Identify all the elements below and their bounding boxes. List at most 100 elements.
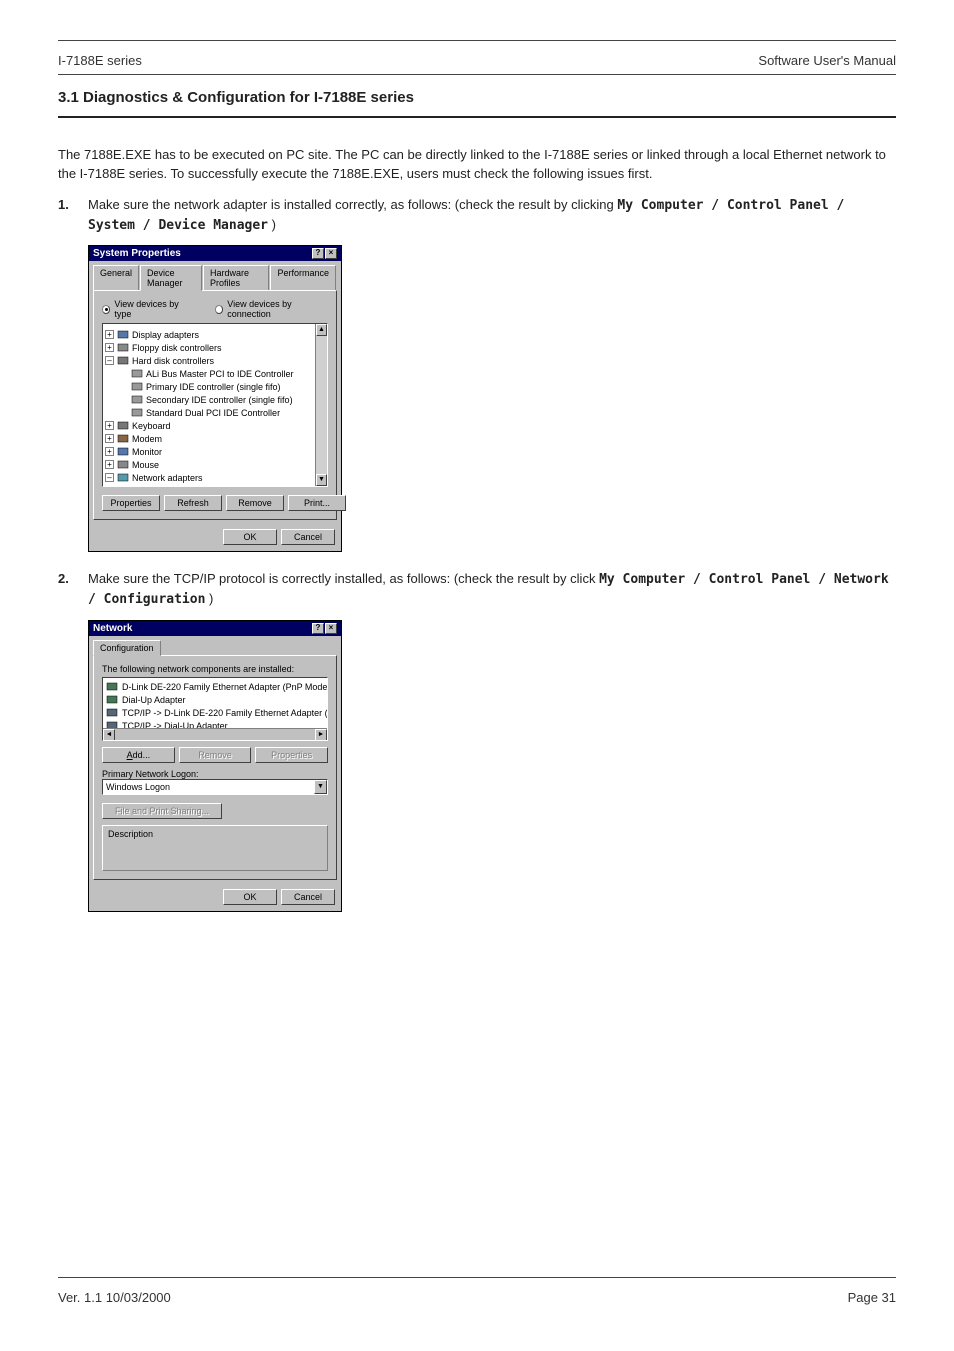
tree-label: Floppy disk controllers — [132, 343, 222, 353]
tree-row[interactable]: D-Link DE-220 Family Ethernet Adapter (P… — [105, 484, 325, 487]
tab-performance[interactable]: Performance — [270, 265, 336, 291]
refresh-button[interactable]: Refresh — [164, 495, 222, 511]
netcard-icon — [105, 694, 119, 706]
expander-icon[interactable]: – — [105, 473, 114, 482]
tree-row[interactable]: + Modem — [105, 432, 325, 445]
list-item[interactable]: TCP/IP -> D-Link DE-220 Family Ethernet … — [105, 706, 325, 719]
scroll-left-icon[interactable]: ◄ — [103, 729, 115, 741]
tab-hardware-profiles[interactable]: Hardware Profiles — [203, 265, 269, 291]
tree-label: Hard disk controllers — [132, 356, 214, 366]
scrollbar[interactable]: ▲ ▼ — [315, 324, 327, 486]
print-button[interactable]: Print... — [288, 495, 346, 511]
tab-general[interactable]: General — [93, 265, 139, 291]
step-1-num: 1. — [58, 196, 88, 236]
hscrollbar[interactable]: ◄ ► — [103, 728, 327, 740]
tree-row[interactable]: + Monitor — [105, 445, 325, 458]
radio-dot-icon — [102, 305, 110, 314]
tree-label: Modem — [132, 434, 162, 444]
step-1-text-c: ) — [272, 217, 276, 232]
tree-label: Mouse — [132, 460, 159, 470]
network-panel: The following network components are ins… — [93, 655, 337, 880]
tab-device-manager[interactable]: Device Manager — [140, 265, 202, 291]
remove-button[interactable]: Remove — [226, 495, 284, 511]
tree-row[interactable]: +Keyboard — [105, 419, 325, 432]
tree-label: Display adapters — [132, 330, 199, 340]
list-item-label: D-Link DE-220 Family Ethernet Adapter (P… — [122, 682, 328, 692]
tree-row[interactable]: –Network adapters — [105, 471, 325, 484]
tab-configuration[interactable]: Configuration — [93, 640, 161, 656]
expander-icon[interactable]: + — [105, 434, 114, 443]
radio-dot-icon — [215, 305, 223, 314]
radio-by-type[interactable]: View devices by type — [102, 299, 191, 319]
tree-row[interactable]: Secondary IDE controller (single fifo) — [105, 393, 325, 406]
list-item-label: Dial-Up Adapter — [122, 695, 186, 705]
expander-icon[interactable]: + — [105, 330, 114, 339]
header-right: Software User's Manual — [758, 53, 896, 68]
device-tree[interactable]: + Display adapters + Floppy disk controller… — [102, 323, 328, 487]
sysprops-title: System Properties — [93, 248, 181, 259]
network-title: Network — [93, 623, 132, 634]
scroll-down-icon[interactable]: ▼ — [316, 474, 327, 486]
list-item-label: TCP/IP -> D-Link DE-220 Family Ethernet … — [122, 708, 328, 718]
tree-row[interactable]: Standard Dual PCI IDE Controller — [105, 406, 325, 419]
proto-icon — [105, 707, 119, 719]
help-icon[interactable]: ? — [312, 248, 324, 259]
components-listbox[interactable]: D-Link DE-220 Family Ethernet Adapter (P… — [102, 677, 328, 741]
tree-label: D-Link DE-220 Family Ethernet Adapter (P… — [120, 486, 328, 488]
step-2-num: 2. — [58, 570, 88, 610]
tree-row[interactable]: ALi Bus Master PCI to IDE Controller — [105, 367, 325, 380]
header-line: I-7188E series Software User's Manual — [58, 53, 896, 68]
scroll-up-icon[interactable]: ▲ — [316, 324, 327, 336]
hdd-icon — [117, 355, 129, 366]
description-box: Description — [102, 825, 328, 871]
netcard-icon — [105, 485, 117, 487]
scroll-right-icon[interactable]: ► — [315, 729, 327, 741]
properties-button: Properties — [255, 747, 328, 763]
cancel-button[interactable]: Cancel — [281, 529, 335, 545]
close-icon[interactable]: × — [325, 248, 337, 259]
step-1: 1. Make sure the network adapter is inst… — [58, 196, 896, 236]
tree-row[interactable]: Primary IDE controller (single fifo) — [105, 380, 325, 393]
close-icon[interactable]: × — [325, 623, 337, 634]
expander-icon[interactable]: – — [105, 356, 114, 365]
ok-button[interactable]: OK — [223, 529, 277, 545]
sysprops-panel: View devices by type View devices by con… — [93, 290, 337, 520]
ok-button[interactable]: OK — [223, 889, 277, 905]
tree-label: Primary IDE controller (single fifo) — [146, 382, 281, 392]
intro-text: The 7188E.EXE has to be executed on PC s… — [58, 146, 896, 184]
top-rule — [58, 40, 896, 41]
page-title: 3.1 Diagnostics & Configuration for I-71… — [58, 89, 896, 106]
sysprops-tabstrip: General Device Manager Hardware Profiles… — [93, 265, 337, 291]
radio-by-connection[interactable]: View devices by connection — [215, 299, 328, 319]
expander-icon[interactable]: + — [105, 460, 114, 469]
network-titlebar: Network ? × — [89, 621, 341, 636]
tree-row[interactable]: + Display adapters — [105, 328, 325, 341]
ctrl-icon — [131, 368, 143, 379]
cancel-button[interactable]: Cancel — [281, 889, 335, 905]
list-item[interactable]: Dial-Up Adapter — [105, 693, 325, 706]
primary-logon-value: Windows Logon — [106, 782, 170, 792]
tree-label: Secondary IDE controller (single fifo) — [146, 395, 293, 405]
add-button[interactable]: Add... — [102, 747, 175, 763]
list-item[interactable]: D-Link DE-220 Family Ethernet Adapter (P… — [105, 680, 325, 693]
tree-row[interactable]: – Hard disk controllers — [105, 354, 325, 367]
tree-row[interactable]: + Floppy disk controllers — [105, 341, 325, 354]
help-icon[interactable]: ? — [312, 623, 324, 634]
scroll-track[interactable] — [316, 336, 327, 474]
system-properties-dialog: System Properties ? × General Device Man… — [88, 245, 342, 552]
ctrl-icon — [131, 407, 143, 418]
modem-icon — [117, 433, 129, 444]
footer-rule — [58, 1277, 896, 1278]
tree-label: Monitor — [132, 447, 162, 457]
radio-by-connection-label: View devices by connection — [227, 299, 328, 319]
expander-icon[interactable]: + — [105, 421, 114, 430]
chevron-down-icon[interactable]: ▼ — [314, 780, 327, 794]
ctrl-icon — [131, 381, 143, 392]
tree-row[interactable]: + Mouse — [105, 458, 325, 471]
expander-icon[interactable]: + — [105, 447, 114, 456]
ctrl-icon — [131, 394, 143, 405]
tree-label: Standard Dual PCI IDE Controller — [146, 408, 280, 418]
properties-button[interactable]: Properties — [102, 495, 160, 511]
expander-icon[interactable]: + — [105, 343, 114, 352]
primary-logon-select[interactable]: Windows Logon ▼ — [102, 779, 328, 795]
